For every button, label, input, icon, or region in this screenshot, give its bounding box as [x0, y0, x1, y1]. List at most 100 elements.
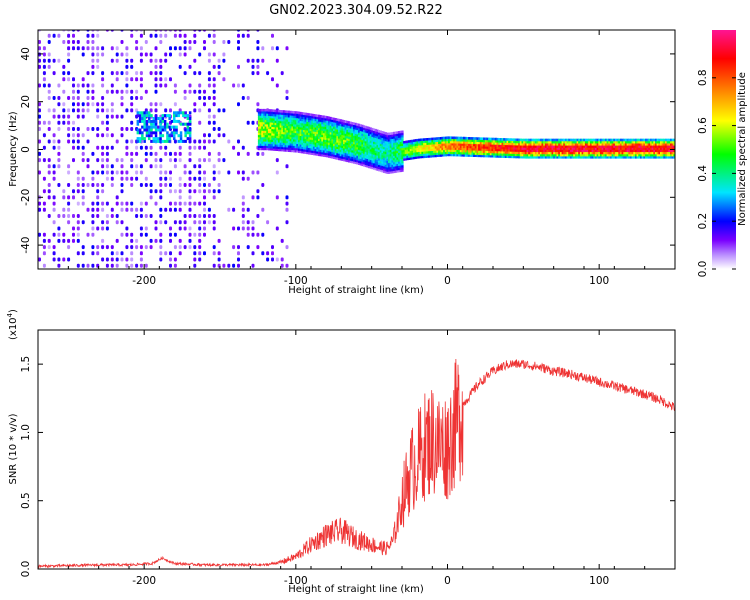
- spectrogram-cell: [521, 149, 524, 152]
- spectrogram-cell: [518, 140, 521, 144]
- spectrogram-cell: [279, 118, 282, 122]
- spectrogram-cell: [524, 147, 527, 150]
- spectrogram-cell: [608, 143, 611, 146]
- spectrogram-cell: [658, 147, 661, 150]
- spectrogram-cell: [110, 145, 114, 150]
- spectrogram-cell: [275, 226, 279, 231]
- spectrogram-cell: [326, 120, 329, 123]
- spectrogram-cell: [308, 121, 311, 125]
- spectrogram-cell: [291, 128, 294, 131]
- spectrogram-cell: [468, 147, 471, 151]
- spectrogram-cell: [640, 145, 643, 148]
- spectrogram-cell: [96, 158, 100, 163]
- spectrogram-cell: [339, 145, 342, 148]
- spectrogram-cell: [203, 96, 206, 100]
- spectrogram-cell: [438, 154, 441, 157]
- spectrogram-cell: [291, 132, 294, 135]
- spectrogram-cell: [553, 138, 556, 142]
- spectrogram-cell: [464, 145, 467, 149]
- spectrogram-cell: [101, 77, 105, 82]
- spectrogram-cell: [451, 138, 454, 142]
- spectrogram-cell: [481, 137, 484, 140]
- spectrogram-cell: [272, 131, 276, 134]
- spectrogram-cell: [289, 147, 292, 150]
- spectrogram-cell: [660, 151, 663, 155]
- spectrogram-cell: [438, 137, 441, 140]
- spectrogram-cell: [266, 108, 269, 112]
- spectrogram-cell: [409, 142, 412, 145]
- spectrogram-cell: [301, 125, 304, 128]
- spectrogram-cell: [318, 153, 321, 157]
- spectrogram-cell: [388, 156, 391, 159]
- spectrogram-cell: [264, 119, 267, 123]
- spectrogram-cell: [343, 150, 346, 153]
- spectrogram-cell: [573, 140, 576, 144]
- spectrogram-cell: [336, 122, 339, 126]
- spectrogram-cell: [469, 145, 472, 149]
- spectrogram-cell: [369, 144, 372, 148]
- spectrogram-cell: [257, 132, 261, 136]
- spectrogram-cell: [76, 170, 80, 175]
- spectrogram-cell: [329, 131, 332, 135]
- spectrogram-cell: [511, 140, 514, 144]
- spectrogram-cell: [468, 141, 471, 144]
- spectrogram-cell: [316, 123, 319, 126]
- spectrogram-cell: [38, 58, 41, 63]
- spectrogram-cell: [38, 46, 41, 51]
- spectrogram-cell: [504, 146, 507, 150]
- spectrogram-cell: [145, 128, 149, 132]
- spectrogram-cell: [232, 263, 236, 268]
- spectrogram-cell: [333, 130, 336, 134]
- spectrogram-cell: [130, 89, 134, 94]
- spectrogram-cell: [368, 150, 371, 154]
- spectrogram-cell: [164, 183, 168, 187]
- spectrogram-cell: [334, 120, 337, 123]
- spectrogram-cell: [609, 138, 613, 142]
- spectrogram-cell: [346, 123, 349, 126]
- spectrogram-cell: [383, 168, 386, 171]
- spectrogram-cell: [286, 114, 289, 118]
- spectrogram-ytick-label: 20: [20, 95, 32, 108]
- spectrogram-cell: [429, 139, 432, 143]
- spectrogram-cell: [401, 158, 404, 161]
- spectrogram-cell: [398, 159, 401, 162]
- spectrogram-cell: [294, 134, 297, 138]
- spectrogram-cell: [481, 146, 484, 149]
- spectrogram-cell: [289, 121, 292, 125]
- spectrogram-cell: [130, 58, 134, 63]
- colorbar-tick-label: 0.2: [697, 213, 709, 230]
- spectrogram-cell: [42, 46, 46, 51]
- spectrogram-cell: [383, 146, 386, 150]
- spectrogram-cell: [616, 145, 619, 148]
- spectrogram-cell: [379, 145, 382, 149]
- spectrogram-cell: [38, 120, 41, 125]
- spectrogram-cell: [289, 125, 292, 129]
- spectrogram-cell: [366, 137, 369, 140]
- spectrogram-cell: [488, 137, 491, 141]
- spectrogram-cell: [471, 141, 474, 144]
- spectrogram-cell: [471, 137, 474, 140]
- spectrogram-cell: [366, 128, 369, 132]
- spectrogram-cell: [563, 140, 566, 144]
- spectrogram-cell: [274, 139, 277, 143]
- spectrogram-cell: [86, 83, 90, 88]
- spectrogram-cell: [348, 149, 351, 152]
- spectrogram-cell: [621, 153, 624, 157]
- spectrogram-cell: [173, 220, 177, 225]
- spectrogram-cell: [646, 147, 649, 150]
- spectrogram-cell: [257, 136, 261, 140]
- spectrogram-cell: [408, 144, 411, 148]
- spectrogram-cell: [549, 156, 553, 159]
- spectrogram-cell: [626, 140, 629, 144]
- spectrogram-cell: [266, 141, 269, 144]
- spectrogram-cell: [67, 245, 71, 250]
- spectrogram-cell: [291, 130, 294, 133]
- spectrogram-cell: [203, 214, 206, 218]
- spectrogram-cell: [493, 139, 496, 143]
- spectrogram-cell: [443, 147, 446, 151]
- spectrogram-cell: [101, 201, 105, 206]
- spectrogram-cell: [141, 134, 144, 138]
- spectrogram-cell: [568, 147, 571, 150]
- spectrogram-cell: [424, 148, 427, 152]
- spectrogram-cell: [251, 232, 255, 237]
